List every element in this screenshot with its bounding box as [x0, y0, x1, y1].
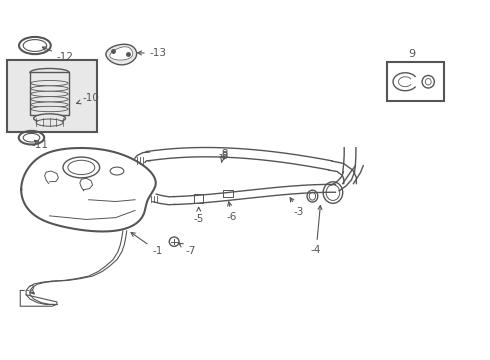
- Ellipse shape: [31, 91, 68, 96]
- Ellipse shape: [30, 68, 69, 76]
- Polygon shape: [106, 44, 137, 65]
- Text: -1: -1: [131, 233, 163, 256]
- Text: -7: -7: [179, 243, 196, 256]
- Text: -10: -10: [76, 93, 99, 104]
- Text: -5: -5: [194, 207, 204, 224]
- FancyBboxPatch shape: [30, 72, 69, 116]
- Text: -6: -6: [227, 202, 237, 222]
- Ellipse shape: [34, 114, 66, 123]
- Text: 9: 9: [409, 49, 416, 59]
- Text: -8: -8: [218, 149, 228, 162]
- Text: -4: -4: [311, 206, 322, 255]
- Ellipse shape: [31, 81, 68, 86]
- Text: -3: -3: [290, 198, 304, 217]
- Text: -2: -2: [25, 285, 35, 296]
- Ellipse shape: [31, 106, 68, 112]
- Text: -11: -11: [31, 140, 49, 150]
- Text: -12: -12: [43, 47, 74, 62]
- Polygon shape: [110, 47, 133, 60]
- FancyBboxPatch shape: [6, 60, 97, 132]
- Ellipse shape: [31, 96, 68, 102]
- Ellipse shape: [36, 119, 63, 126]
- Text: -13: -13: [138, 48, 167, 58]
- Ellipse shape: [31, 102, 68, 107]
- Ellipse shape: [31, 86, 68, 91]
- Text: -8: -8: [218, 150, 228, 161]
